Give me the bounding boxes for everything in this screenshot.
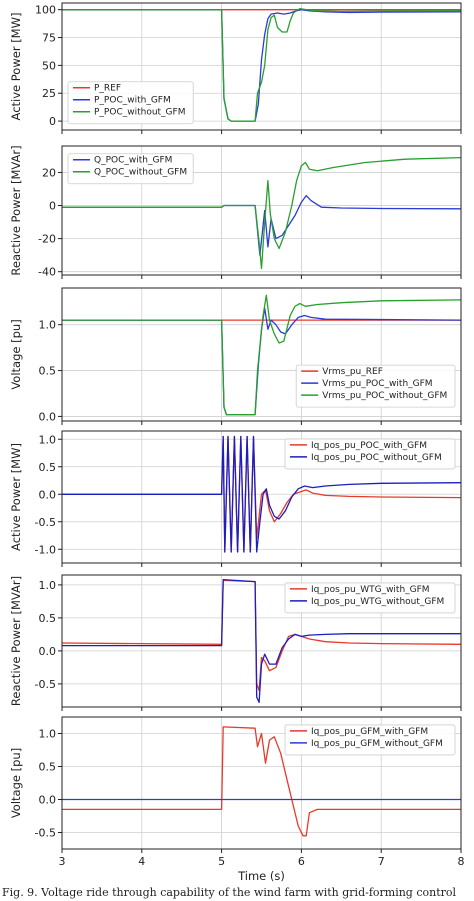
legend-entry: Iq_pos_pu_GFM_without_GFM xyxy=(311,739,443,749)
y-tick-label: 25 xyxy=(42,87,56,100)
series-line xyxy=(62,726,461,837)
y-axis-label: Active Power [MW] xyxy=(9,443,23,551)
y-axis-label: Voltage [pu] xyxy=(9,319,23,389)
plot-frame xyxy=(61,2,462,131)
series-line xyxy=(62,578,461,704)
x-tick-label: 5 xyxy=(218,855,225,868)
y-axis-label: Reactive Power [MVAr] xyxy=(9,145,23,275)
plot-frame xyxy=(61,430,462,564)
series-group xyxy=(62,294,461,416)
plot-frame xyxy=(61,145,462,276)
y-tick-label: -0.5 xyxy=(35,827,56,840)
legend: Vrms_pu_REF Vrms_pu_POC_with_GFM Vrms_pu_P… xyxy=(295,364,456,408)
legend-box xyxy=(295,364,456,408)
legend-box xyxy=(67,81,194,125)
x-tick-label: 6 xyxy=(298,855,305,868)
y-tick-label: 1.0 xyxy=(39,319,57,332)
chart-panel-6: -0.5 0.0 0.5 1.0 3 4 5 6 7 8 Voltage [pu] Iq_pos_pu… xyxy=(9,716,465,868)
y-tick-label: 100 xyxy=(35,4,56,17)
y-tick-label: 50 xyxy=(42,59,56,72)
legend-entry: Iq_pos_pu_WTG_without_GFM xyxy=(311,597,444,607)
legend-entry: Iq_pos_pu_WTG_with_GFM xyxy=(311,585,430,595)
x-axis-label: Time (s) xyxy=(237,869,285,883)
y-tick-label: -0.5 xyxy=(35,678,56,691)
plot-frame xyxy=(61,716,462,850)
series-line xyxy=(62,435,461,553)
legend-entry: Q_POC_with_GFM xyxy=(94,156,172,166)
y-tick-label: 0.5 xyxy=(39,612,57,625)
y-tick-label: 0.0 xyxy=(39,794,57,807)
series-group xyxy=(62,156,461,270)
y-tick-label: 0.5 xyxy=(39,761,57,774)
legend-entry: Q_POC_without_GFM xyxy=(94,168,187,178)
legend: Q_POC_with_GFM Q_POC_without_GFM xyxy=(67,153,194,185)
legend-box xyxy=(284,438,456,470)
series-line xyxy=(62,194,461,256)
series-line xyxy=(62,156,461,270)
y-tick-label: 0.0 xyxy=(39,410,57,423)
x-tick-label: 8 xyxy=(458,855,465,868)
y-tick-label: -20 xyxy=(38,233,56,246)
legend-entry: P_REF xyxy=(94,84,121,94)
chart-panel-4: -1.0 -0.5 0.0 0.5 1.0 Active Power [MW] Iq_pos… xyxy=(9,430,462,567)
y-tick-label: 0.0 xyxy=(39,488,57,501)
legend-entry: Iq_pos_pu_POC_without_GFM xyxy=(311,453,442,463)
y-tick-label: 1.0 xyxy=(39,579,57,592)
legend-entry: Vrms_pu_REF xyxy=(322,367,383,377)
x-tick-label: 3 xyxy=(59,855,66,868)
y-tick-label: 1.0 xyxy=(39,728,57,741)
y-tick-label: 0.5 xyxy=(39,365,57,378)
legend-box xyxy=(284,724,456,756)
y-tick-label: 1.0 xyxy=(39,433,57,446)
y-tick-label: -0.5 xyxy=(35,516,56,529)
series-group xyxy=(62,726,461,837)
plot-frame xyxy=(61,287,462,422)
series-line xyxy=(62,7,461,122)
y-tick-label: 75 xyxy=(42,32,56,45)
y-tick-label: 0 xyxy=(49,115,56,128)
legend: P_REF P_POC_with_GFM P_POC_without_GFM xyxy=(67,81,194,125)
chart-panel-5: -0.5 0.0 0.5 1.0 Reactive Power [MVAr] Iq_pos… xyxy=(9,574,462,711)
series-group xyxy=(62,578,461,704)
figure-caption: Fig. 9. Voltage ride through capability … xyxy=(2,886,457,899)
legend-box xyxy=(67,153,194,185)
legend-entry: Iq_pos_pu_POC_with_GFM xyxy=(311,441,427,451)
x-tick-label: 4 xyxy=(138,855,145,868)
series-group xyxy=(62,7,461,122)
chart-panel-1: 0 25 50 75 100 Active Power [MW] P_REF P_POC_wi… xyxy=(9,2,462,134)
legend-entry: Vrms_pu_POC_without_GFM xyxy=(322,391,447,401)
legend-entry: P_POC_with_GFM xyxy=(94,96,171,106)
y-tick-label: 0.0 xyxy=(39,645,57,658)
series-group xyxy=(62,435,461,553)
y-axis-label: Active Power [MW] xyxy=(9,13,23,121)
legend: Iq_pos_pu_POC_with_GFM Iq_pos_pu_POC_with… xyxy=(284,438,456,470)
legend-entry: P_POC_without_GFM xyxy=(94,108,185,118)
legend: Iq_pos_pu_GFM_with_GFM Iq_pos_pu_GFM_with… xyxy=(284,724,456,756)
legend-entry: Vrms_pu_POC_with_GFM xyxy=(322,379,432,389)
y-tick-label: -40 xyxy=(38,266,56,279)
y-axis-label: Voltage [pu] xyxy=(9,748,23,818)
y-tick-label: -1.0 xyxy=(35,543,56,556)
chart-panel-2: -40 -20 0 20 Reactive Power [MVAr] Q_POC_with… xyxy=(9,145,462,279)
y-tick-label: 20 xyxy=(42,166,56,179)
x-tick-label: 7 xyxy=(378,855,385,868)
legend-box xyxy=(284,582,456,614)
legend-entry: Iq_pos_pu_GFM_with_GFM xyxy=(311,727,428,737)
legend: Iq_pos_pu_WTG_with_GFM Iq_pos_pu_WTG_with… xyxy=(284,582,456,614)
y-axis-label: Reactive Power [MVAr] xyxy=(9,576,23,706)
series-line xyxy=(62,294,461,416)
y-tick-label: 0 xyxy=(49,200,56,213)
plot-frame xyxy=(61,574,462,708)
y-tick-label: 0.5 xyxy=(39,461,57,474)
